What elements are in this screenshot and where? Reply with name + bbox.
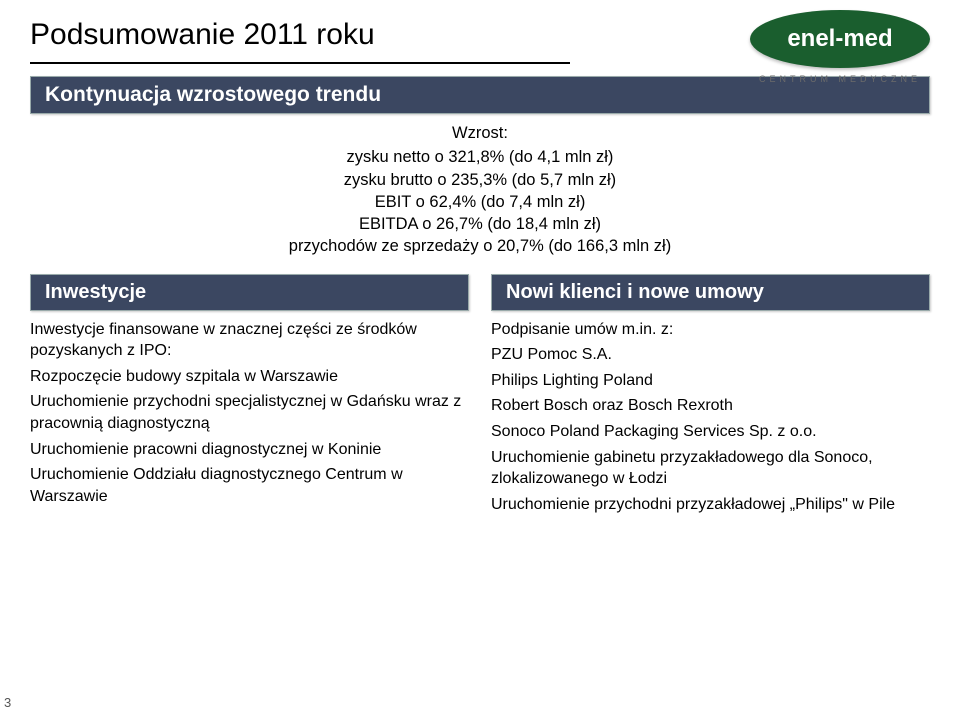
growth-heading: Wzrost: [30, 122, 930, 144]
growth-block: Wzrost: zysku netto o 321,8% (do 4,1 mln… [30, 122, 930, 258]
left-item: Uruchomienie przychodni specjalistycznej… [30, 391, 469, 434]
right-item: PZU Pomoc S.A. [491, 344, 930, 366]
logo-brand: enel-med [787, 25, 892, 53]
logo-subtitle: CENTRUM MEDYCZNE [750, 74, 930, 84]
right-item: Philips Lighting Poland [491, 370, 930, 392]
left-banner: Inwestycje [30, 274, 469, 311]
right-body: Podpisanie umów m.in. z: PZU Pomoc S.A. … [491, 319, 930, 516]
right-column: Nowi klienci i nowe umowy Podpisanie umó… [491, 274, 930, 520]
columns: Inwestycje Inwestycje finansowane w znac… [30, 274, 930, 520]
right-lead: Podpisanie umów m.in. z: [491, 319, 930, 341]
right-banner: Nowi klienci i nowe umowy [491, 274, 930, 311]
growth-line: przychodów ze sprzedaży o 20,7% (do 166,… [30, 235, 930, 257]
left-item: Uruchomienie pracowni diagnostycznej w K… [30, 439, 469, 461]
left-column: Inwestycje Inwestycje finansowane w znac… [30, 274, 469, 520]
right-item: Uruchomienie gabinetu przyzakładowego dl… [491, 447, 930, 490]
left-lead: Inwestycje finansowane w znacznej części… [30, 319, 469, 362]
right-item: Robert Bosch oraz Bosch Rexroth [491, 395, 930, 417]
logo-pill: enel-med [750, 10, 930, 68]
left-body: Inwestycje finansowane w znacznej części… [30, 319, 469, 508]
title-divider [30, 62, 570, 64]
logo-block: enel-med CENTRUM MEDYCZNE [750, 10, 930, 84]
growth-line: zysku brutto o 235,3% (do 5,7 mln zł) [30, 169, 930, 191]
growth-line: EBITDA o 26,7% (do 18,4 mln zł) [30, 213, 930, 235]
growth-line: zysku netto o 321,8% (do 4,1 mln zł) [30, 146, 930, 168]
right-item: Uruchomienie przychodni przyzakładowej „… [491, 494, 930, 516]
right-item: Sonoco Poland Packaging Services Sp. z o… [491, 421, 930, 443]
left-item: Uruchomienie Oddziału diagnostycznego Ce… [30, 464, 469, 507]
page-number: 3 [4, 695, 11, 710]
slide-root: enel-med CENTRUM MEDYCZNE Podsumowanie 2… [0, 0, 960, 716]
left-item: Rozpoczęcie budowy szpitala w Warszawie [30, 366, 469, 388]
growth-line: EBIT o 62,4% (do 7,4 mln zł) [30, 191, 930, 213]
